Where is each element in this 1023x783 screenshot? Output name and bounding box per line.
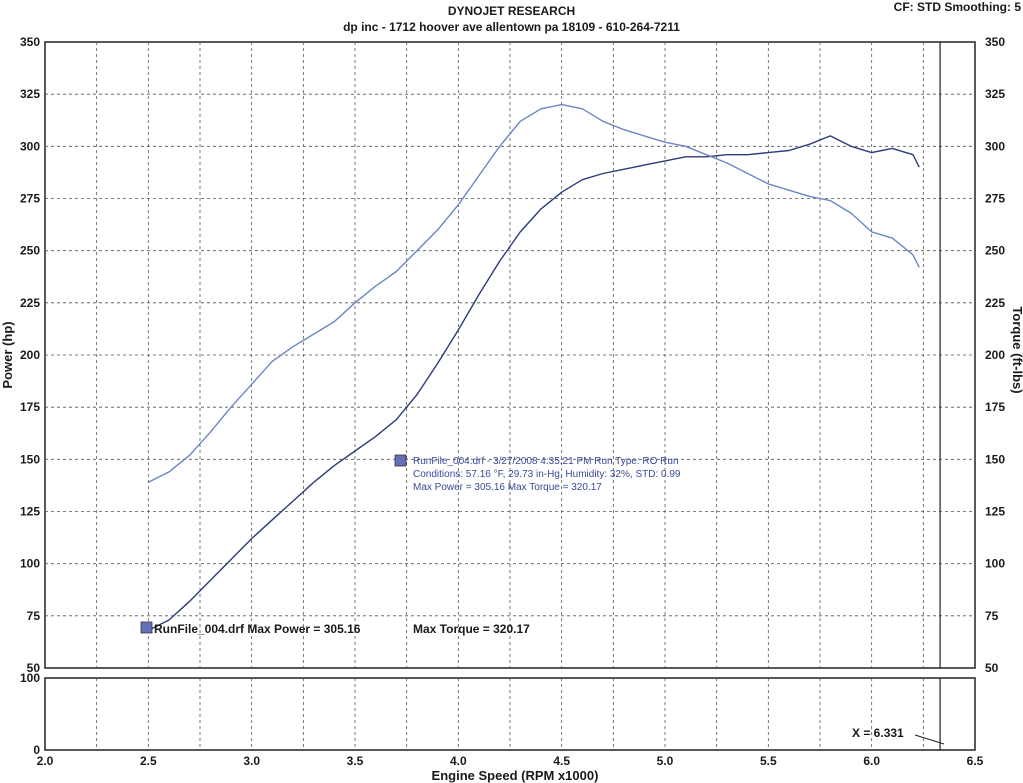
y-tick-label: 250	[20, 244, 40, 258]
annotation-line-2: Conditions: 57.16 °F, 29.73 in-Hg, Humid…	[413, 469, 681, 480]
y-tick-label: 200	[20, 348, 40, 362]
y-tick-label: 325	[20, 87, 40, 101]
series-line-torque	[147, 103, 920, 483]
y-tick-label: 50	[27, 661, 41, 675]
y2-tick-label: 150	[985, 452, 1005, 466]
y2-tick-label: 350	[985, 35, 1005, 49]
x-axis-label: Engine Speed (RPM x1000)	[432, 768, 599, 783]
annotation-line-3: Max Power = 305.16 Max Torque = 320.17	[413, 482, 602, 493]
x-tick-label: 2.5	[140, 754, 157, 768]
series-line-power	[147, 135, 920, 632]
y-tick-label: 300	[20, 139, 40, 153]
y2-tick-label: 225	[985, 296, 1005, 310]
chart-subtitle: dp inc - 1712 hoover ave allentown pa 18…	[343, 20, 680, 34]
axis-ticks: 50 75 100 125 150 175 200 225 250 275 300 325 350 50 7…	[20, 35, 1005, 768]
y-tick-label: 275	[20, 192, 40, 206]
y2-tick-label: 175	[985, 400, 1005, 414]
x-tick-label: 2.0	[37, 754, 54, 768]
y2-tick-label: 75	[985, 609, 999, 623]
y-tick-label: 350	[20, 35, 40, 49]
y2-tick-label: 275	[985, 192, 1005, 206]
y-tick-label: 175	[20, 400, 40, 414]
legend-run-label: RunFile_004.drf Max Power = 305.16	[154, 622, 361, 636]
y2-axis-label: Torque (ft-lbs)	[1010, 306, 1023, 393]
y2-tick-label: 250	[985, 244, 1005, 258]
sub-y-tick-label: 100	[20, 671, 40, 685]
y-tick-label: 75	[27, 609, 41, 623]
cursor-readout: X = 6.331	[852, 726, 904, 740]
cursor-pointer	[914, 734, 945, 745]
legend-marker	[140, 621, 153, 634]
y2-tick-label: 300	[985, 139, 1005, 153]
x-tick-label: 5.5	[760, 754, 777, 768]
annotation-marker	[394, 454, 407, 467]
y-tick-label: 125	[20, 505, 40, 519]
sub-y-tick-label: 0	[33, 743, 40, 757]
series-lines	[147, 42, 941, 750]
y2-tick-label: 125	[985, 505, 1005, 519]
x-tick-label: 6.5	[967, 754, 984, 768]
chart-title: DYNOJET RESEARCH	[447, 4, 576, 18]
annotation-line-1: RunFile_004.drf - 3/27/2008 4:35:21 PM R…	[413, 456, 679, 467]
y2-tick-label: 200	[985, 348, 1005, 362]
x-tick-label: 4.0	[450, 754, 467, 768]
y2-tick-label: 100	[985, 557, 1005, 571]
x-tick-label: 3.5	[347, 754, 364, 768]
y-tick-label: 150	[20, 452, 40, 466]
y2-tick-label: 325	[985, 87, 1005, 101]
sub-grid	[96, 678, 924, 750]
x-tick-label: 5.0	[657, 754, 674, 768]
legend-torque-label: Max Torque = 320.17	[413, 622, 530, 636]
x-tick-label: 4.5	[553, 754, 570, 768]
y2-tick-label: 50	[985, 661, 999, 675]
y-axis-label: Power (hp)	[0, 321, 15, 388]
x-tick-label: 6.0	[863, 754, 880, 768]
correction-factor-info: CF: STD Smoothing: 5	[893, 0, 1021, 14]
y-tick-label: 225	[20, 296, 40, 310]
main-grid	[45, 42, 975, 668]
y-tick-label: 100	[20, 557, 40, 571]
x-tick-label: 3.0	[243, 754, 260, 768]
